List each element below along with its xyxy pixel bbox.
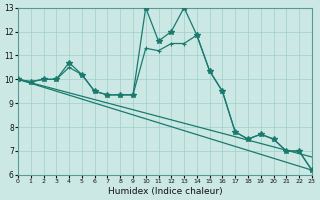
- X-axis label: Humidex (Indice chaleur): Humidex (Indice chaleur): [108, 187, 222, 196]
